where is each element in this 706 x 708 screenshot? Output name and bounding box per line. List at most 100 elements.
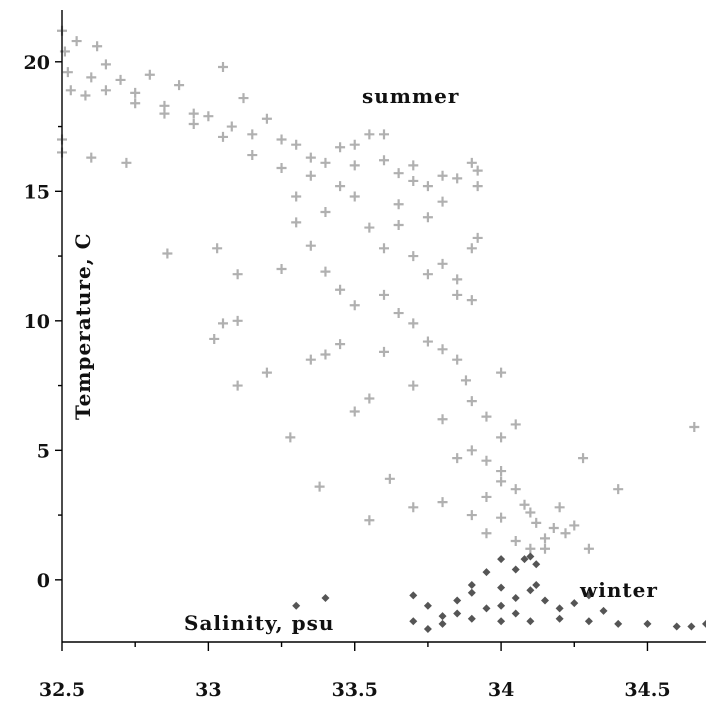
summer-point — [115, 74, 126, 85]
summer-point — [218, 131, 228, 142]
summer-point — [364, 129, 375, 140]
summer-point — [364, 515, 375, 526]
summer-point — [218, 61, 228, 72]
y-tick-label: 0 — [37, 570, 50, 592]
summer-point — [384, 473, 395, 484]
summer-point — [218, 318, 228, 329]
winter-point — [555, 604, 564, 613]
summer-point — [209, 333, 220, 344]
summer-point — [305, 354, 316, 365]
winter-point — [584, 617, 593, 626]
summer-point — [320, 349, 331, 360]
winter-point — [511, 565, 520, 574]
summer-point — [320, 207, 331, 218]
summer-point — [238, 93, 249, 104]
summer-point — [689, 422, 700, 433]
winter-point — [497, 617, 506, 626]
summer-point — [466, 396, 477, 407]
summer-point — [481, 411, 492, 422]
summer-point — [305, 152, 316, 163]
y-tick-label: 5 — [37, 440, 50, 462]
summer-point — [232, 380, 243, 391]
winter-point — [570, 599, 579, 608]
summer-point — [349, 191, 360, 202]
summer-point — [452, 453, 463, 464]
summer-point — [379, 346, 389, 357]
summer-point — [452, 274, 463, 285]
summer-point — [525, 507, 536, 518]
summer-point — [86, 152, 97, 163]
summer-point — [437, 497, 448, 508]
x-tick-label: 33 — [195, 679, 221, 701]
y-axis-label: Temperature, C — [71, 232, 95, 420]
x-axis-label: Salinity, psu — [184, 611, 334, 635]
summer-point — [437, 196, 448, 207]
x-tick-label: 32.5 — [39, 679, 85, 701]
summer-point — [130, 98, 141, 109]
summer-point — [349, 139, 360, 150]
summer-point — [525, 543, 536, 554]
summer-point — [393, 168, 404, 179]
summer-point — [291, 191, 302, 202]
summer-point — [159, 108, 170, 119]
summer-point — [540, 543, 550, 554]
winter-point — [423, 625, 432, 634]
summer-point — [452, 289, 463, 300]
summer-point — [379, 129, 389, 140]
summer-point — [408, 380, 419, 391]
summer-point — [130, 87, 141, 98]
winter-point — [423, 601, 432, 610]
summer-point — [393, 199, 404, 210]
winter-point — [511, 609, 520, 618]
summer-point — [247, 129, 258, 140]
summer-point — [422, 269, 433, 280]
summer-point — [422, 212, 433, 223]
summer-point — [188, 118, 199, 129]
y-tick-label: 20 — [24, 52, 50, 74]
summer-point — [393, 219, 404, 230]
summer-point — [466, 157, 477, 168]
summer-point — [349, 406, 360, 417]
summer-point — [92, 41, 103, 52]
summer-point — [578, 453, 589, 464]
summer-point — [466, 295, 477, 306]
summer-point — [481, 455, 492, 466]
summer-point — [613, 484, 624, 495]
winter-point — [409, 617, 418, 626]
winter-point — [467, 588, 476, 597]
ticks-layer: 0 5 10 15 20 32.5 33 33.5 34 34.5 — [24, 52, 671, 701]
summer-point — [162, 248, 173, 259]
summer-point — [437, 170, 448, 181]
summer-point — [408, 318, 419, 329]
summer-point — [408, 160, 419, 171]
summer-point — [460, 375, 471, 386]
winter-point — [599, 606, 608, 615]
summer-point — [481, 528, 492, 539]
winter-point — [702, 619, 706, 628]
summer-point — [364, 393, 375, 404]
summer-point — [232, 269, 243, 280]
summer-point — [261, 113, 272, 124]
summer-point — [472, 165, 483, 176]
summer-point — [174, 80, 185, 91]
winter-point — [614, 619, 623, 628]
summer-point — [548, 523, 559, 534]
summer-point — [305, 170, 316, 181]
summer-point — [496, 367, 507, 378]
winter-point — [467, 614, 476, 623]
summer-point — [86, 72, 97, 83]
summer-point — [314, 481, 325, 492]
summer-point — [335, 142, 346, 153]
summer-point — [305, 240, 316, 251]
summer-point — [408, 251, 419, 262]
winter-label: winter — [579, 578, 658, 602]
winter-point — [520, 555, 529, 564]
summer-point — [560, 528, 571, 539]
winter-point — [541, 596, 549, 605]
summer-point — [379, 155, 389, 166]
summer-point — [496, 432, 507, 443]
y-tick-label: 10 — [24, 311, 50, 333]
summer-point — [349, 300, 360, 311]
summer-point — [226, 121, 237, 132]
summer-point — [212, 243, 223, 254]
